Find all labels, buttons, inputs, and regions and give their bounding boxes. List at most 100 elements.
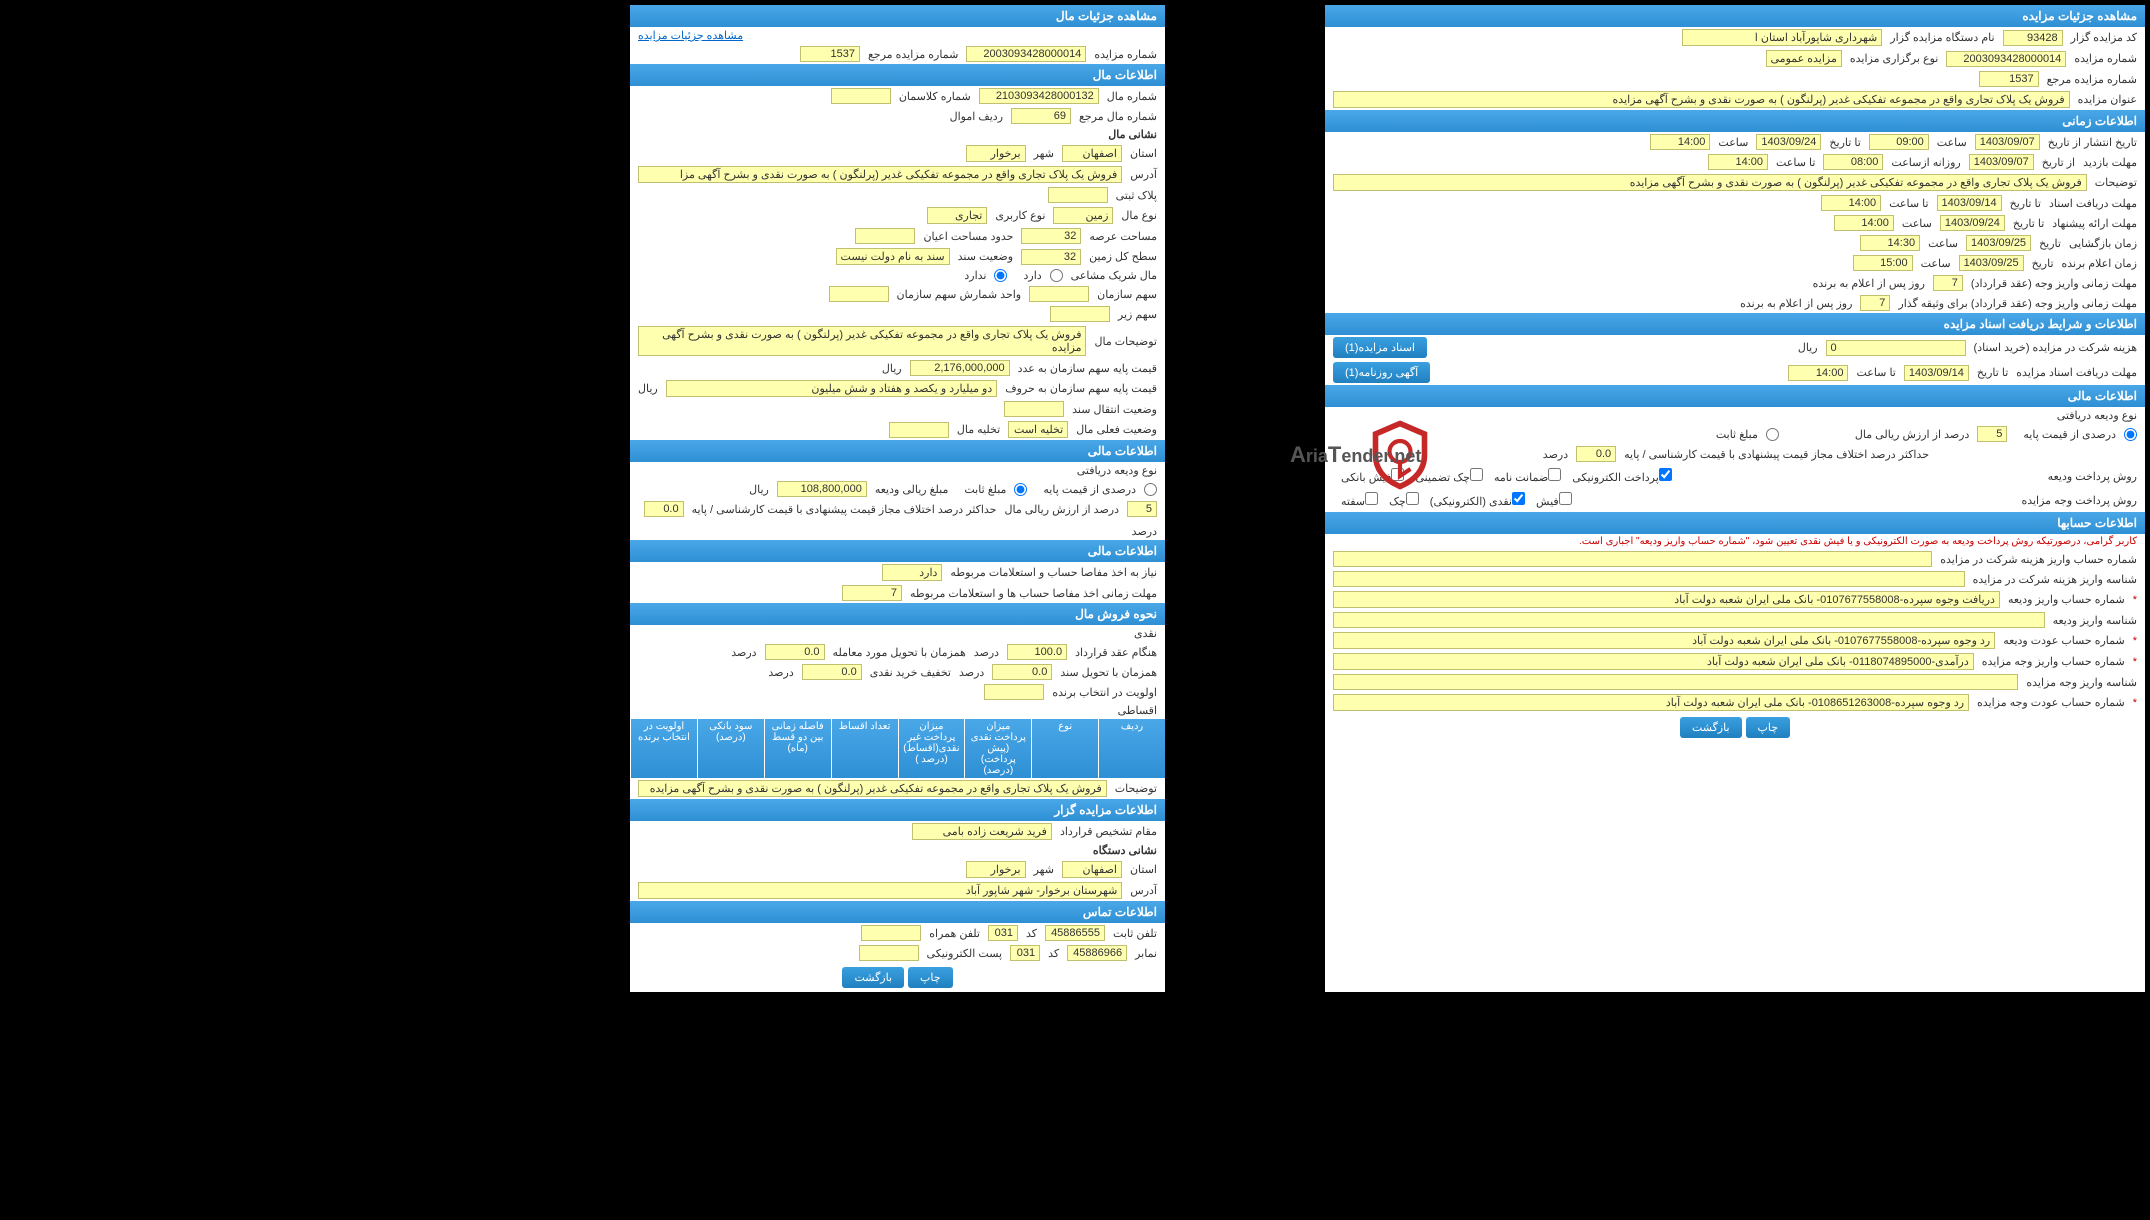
property-details-panel: مشاهده جزئیات مال مشاهده جزئیات مزایده ش… xyxy=(630,5,1165,992)
field-item-num: 2103093428000132 xyxy=(979,88,1099,104)
unit-contract: درصد xyxy=(974,646,999,659)
field-pct: 5 xyxy=(1977,426,2007,442)
chk-pay-1[interactable] xyxy=(1548,468,1561,481)
label-deposit-type2: نوع ودیعه دریافتی xyxy=(1077,464,1157,477)
acc-label-6: شناسه واریز وجه مزایده xyxy=(2026,676,2137,689)
label-transfer2: همزمان با تحویل سند xyxy=(1060,666,1157,679)
label-ownership: وضعیت سند xyxy=(958,250,1013,263)
chk-pay-2[interactable] xyxy=(1470,468,1483,481)
label-deposit-amt: مبلغ ریالی ودیعه xyxy=(875,483,949,496)
field-fax: 45886966 xyxy=(1067,945,1127,961)
radio-pct2[interactable] xyxy=(1144,483,1157,496)
label-prop-type: نوع مال xyxy=(1121,209,1157,222)
btn-print-left[interactable]: چاپ xyxy=(908,967,953,988)
radio-shared-yes[interactable] xyxy=(1050,269,1063,282)
th-4: تعداد اقساط xyxy=(831,719,898,778)
field-deadline2: 7 xyxy=(1860,295,1890,311)
time-field-1-2: 08:00 xyxy=(1823,154,1883,170)
btn-print-right[interactable]: چاپ xyxy=(1746,717,1791,738)
acc-field-0 xyxy=(1333,551,1932,567)
field-discount: 0.0 xyxy=(802,664,862,680)
label-fax: نمابر xyxy=(1135,947,1157,960)
label-base-num: قیمت پایه سهم سازمان به عدد xyxy=(1018,362,1157,375)
label-city2: شهر xyxy=(1034,863,1054,876)
field-doc-time: 14:00 xyxy=(1788,365,1848,381)
btn-newspaper-ad[interactable]: آگهی روزنامه(1) xyxy=(1333,362,1430,383)
label-org-share: سهم سازمان xyxy=(1097,288,1157,301)
label-empty: تخلیه مال xyxy=(957,423,1000,436)
field-ownership: سند به نام دولت نیست xyxy=(836,248,950,265)
field-org-share xyxy=(1029,286,1089,302)
field-ref2: 1537 xyxy=(800,46,860,62)
label-clearance-time: مهلت زمانی اخذ مفاصا حساب ها و استعلامات… xyxy=(910,587,1157,600)
radio-fixed2[interactable] xyxy=(1014,483,1027,496)
field-ref: 1537 xyxy=(1979,71,2039,87)
label-class: شماره کلاسمان xyxy=(899,90,971,103)
field-deposit-amt: 108,800,000 xyxy=(777,481,867,497)
radio-shared-no[interactable] xyxy=(994,269,1007,282)
label-fixed: مبلغ ثابت xyxy=(1716,428,1758,441)
label-cash: نقدی xyxy=(1134,627,1157,640)
label-ref2: شماره مزایده مرجع xyxy=(868,48,958,61)
label-city: شهر xyxy=(1034,147,1054,160)
unit-diff: درصد xyxy=(1543,448,1568,461)
field-diff: 0.0 xyxy=(1576,446,1616,462)
link-view-auction[interactable]: مشاهده جزئیات مزایده xyxy=(638,29,743,42)
acc-field-2: دریافت وجوه سپرده-0107677558008- بانک مل… xyxy=(1333,591,2000,608)
label-fax-ext: کد xyxy=(1048,947,1059,960)
installment-table-header: ردیفنوعمیزان پرداخت نقدی (پیش پرداخت) (د… xyxy=(630,719,1165,778)
field-plaque xyxy=(1048,187,1108,203)
sub-header-org: نشانی دستگاه xyxy=(630,842,1165,859)
acc-field-7: رد وجوه سپرده-0108651263008- بانک ملی ای… xyxy=(1333,694,1969,711)
field-status: تخلیه است xyxy=(1008,421,1068,438)
field-diff2: 0.0 xyxy=(644,501,684,517)
chk-pay-0[interactable] xyxy=(1659,468,1672,481)
label-doc-date: تا تاریخ xyxy=(1977,366,2008,379)
radio-fixed[interactable] xyxy=(1766,428,1779,441)
time-label-5: زمان بازگشایی xyxy=(2069,237,2137,250)
label-fixed2: مبلغ ثابت xyxy=(964,483,1006,496)
btn-back-left[interactable]: بازگشت xyxy=(842,967,904,988)
unit-discount: درصد xyxy=(768,666,793,679)
th-0: ردیف xyxy=(1098,719,1165,778)
btn-auction-docs[interactable]: اسناد مزایده(1) xyxy=(1333,337,1427,358)
field-unit xyxy=(829,286,889,302)
th-5: فاصله زمانی بین دو قسط (ماه) xyxy=(764,719,831,778)
label-unit: واحد شمارش سهم سازمان xyxy=(897,288,1022,301)
chk-apay-0[interactable] xyxy=(1559,492,1572,505)
field-land: 32 xyxy=(1021,249,1081,265)
label-row: ردیف اموال xyxy=(950,110,1003,123)
header-timing: اطلاعات زمانی xyxy=(1325,110,2145,132)
field-prop-type: زمین xyxy=(1053,207,1113,224)
field-city: برخوار xyxy=(966,145,1026,162)
header-financial2: اطلاعات مالی xyxy=(630,440,1165,462)
header-financial: اطلاعات مالی xyxy=(1325,385,2145,407)
auction-details-panel: مشاهده جزئیات مزایده کد مزایده گزار 9342… xyxy=(1325,5,2145,992)
radio-pct[interactable] xyxy=(2124,428,2137,441)
field-fee: 0 xyxy=(1826,340,1966,356)
field-notes: فروش یک پلاک تجاری واقع در مجموعه تفکیکی… xyxy=(638,326,1086,356)
label-priority: اولویت در انتخاب برنده xyxy=(1052,686,1157,699)
time-label-0: تاریخ انتشار از تاریخ xyxy=(2048,136,2137,149)
btn-back-right[interactable]: بازگشت xyxy=(1680,717,1742,738)
time-label-4: مهلت ارائه پیشنهاد xyxy=(2052,217,2137,230)
acc-label-1: شناسه واریز هزینه شرکت در مزایده xyxy=(1973,573,2137,586)
label-doc-time: تا ساعت xyxy=(1856,366,1895,379)
label-deadline2: مهلت زمانی واریز وجه (عقد قرارداد) برای … xyxy=(1898,297,2137,310)
unit-fee: ریال xyxy=(1798,341,1818,354)
field-city2: برخوار xyxy=(966,861,1026,878)
label-pay-method: روش پرداخت ودیعه xyxy=(2048,470,2137,483)
chk-apay-1[interactable] xyxy=(1512,492,1525,505)
label-ext: کد xyxy=(1026,927,1037,940)
time-field-3-1: 1403/09/14 xyxy=(1937,195,2002,211)
time-field-1-1: 1403/09/07 xyxy=(1969,154,2034,170)
field-mobile xyxy=(861,925,921,941)
th-1: نوع xyxy=(1031,719,1098,778)
label-mobile: تلفن همراه xyxy=(929,927,980,940)
label-auction-type: نوع برگزاری مزایده xyxy=(1850,52,1938,65)
acc-field-3 xyxy=(1333,612,2045,628)
header-sale-method: نحوه فروش مال xyxy=(630,603,1165,625)
suffix-deadline1: روز پس از اعلام به برنده xyxy=(1813,277,1925,290)
label-auction-num2: شماره مزایده xyxy=(1094,48,1157,61)
header-auctioneer: اطلاعات مزایده گزار xyxy=(630,799,1165,821)
